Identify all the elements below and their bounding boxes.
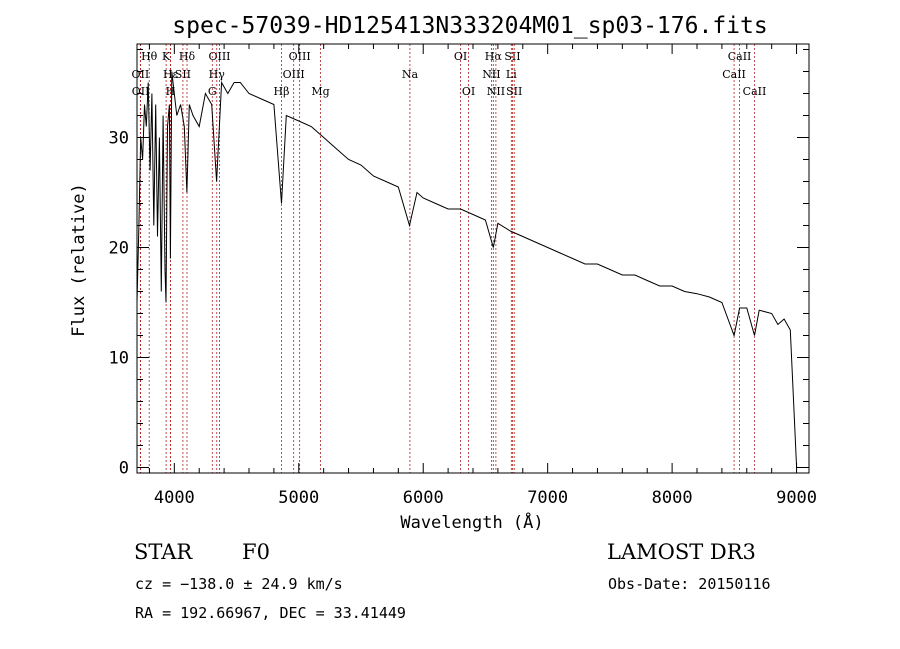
line-marker-label: Mg <box>311 85 329 98</box>
line-marker-label: SII <box>504 50 520 63</box>
x-tick-label: 6000 <box>403 488 444 508</box>
plot-frame <box>136 43 810 474</box>
x-tick-label: 5000 <box>278 488 319 508</box>
line-marker-label: CaII <box>722 68 746 81</box>
line-marker-label: CaII <box>728 50 752 63</box>
line-marker-label: H <box>166 85 176 98</box>
x-axis-label: Wavelength (Å) <box>400 511 543 533</box>
line-marker-label: Na <box>402 68 419 81</box>
x-tick-label: 7000 <box>527 488 568 508</box>
line-marker-label: Hθ <box>141 50 158 63</box>
spectrum-series <box>136 71 798 468</box>
x-tick-label: 9000 <box>776 488 817 508</box>
y-tick-label: 20 <box>109 239 129 259</box>
line-marker-label: NII <box>482 68 500 81</box>
chart-title: spec-57039-HD125413N333204M01_sp03-176.f… <box>172 13 767 39</box>
line-marker-label: NII <box>487 85 505 98</box>
line-marker-label: OIII <box>283 68 305 81</box>
x-tick-label: 4000 <box>154 488 195 508</box>
line-marker-label: OII <box>132 85 150 98</box>
axis-ticks: 4000 5000 6000 7000 8000 9000 0 10 20 30 <box>109 44 817 508</box>
line-marker-label: SII <box>506 85 522 98</box>
object-type: STAR <box>134 540 193 564</box>
spectrum-line <box>136 71 798 468</box>
y-tick-label: 30 <box>109 129 129 149</box>
observation-date: Obs-Date: 20150116 <box>608 575 771 593</box>
line-marker-label: Hδ <box>179 50 196 63</box>
line-marker-label: OII <box>132 68 150 81</box>
line-marker-label: OIII <box>289 50 311 63</box>
coordinates: RA = 192.66967, DEC = 33.41449 <box>135 604 406 622</box>
line-marker-label: G <box>208 85 217 98</box>
line-marker-label: OIII <box>208 50 230 63</box>
redshift-velocity: cz = −138.0 ± 24.9 km/s <box>135 575 343 593</box>
line-marker-label: CaII <box>743 85 767 98</box>
line-marker-label: OI <box>462 85 475 98</box>
line-marker-label: K <box>162 50 171 63</box>
line-marker-label: Hα <box>485 50 503 63</box>
line-marker-label: Hγ <box>209 68 226 81</box>
line-marker-label: OI <box>454 50 467 63</box>
line-marker-label: Hβ <box>274 85 290 98</box>
y-tick-label: 0 <box>119 459 129 479</box>
line-marker-label: Li <box>506 68 517 81</box>
survey-name: LAMOST DR3 <box>607 540 756 564</box>
y-axis-label: Flux (relative) <box>69 183 89 337</box>
line-marker-label: Hε <box>163 68 179 81</box>
subclass: F0 <box>242 540 270 564</box>
x-tick-label: 8000 <box>652 488 693 508</box>
y-tick-label: 10 <box>109 349 129 369</box>
line-marker-label: SII <box>175 68 191 81</box>
